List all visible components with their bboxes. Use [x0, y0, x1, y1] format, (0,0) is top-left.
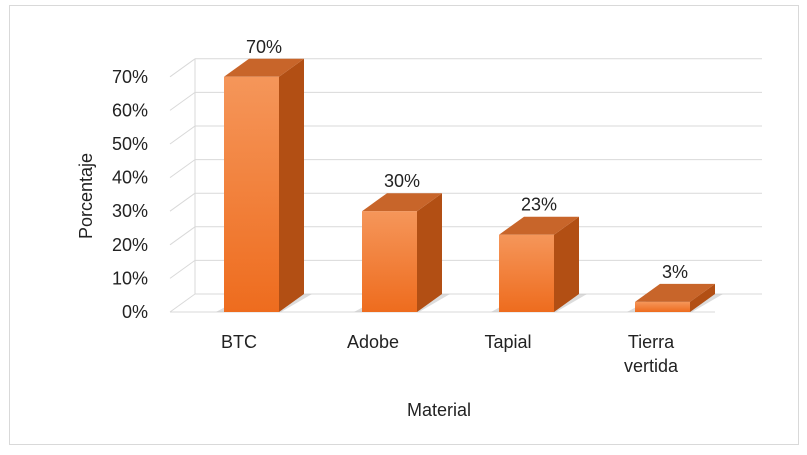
y-tick-label: 60% [112, 100, 148, 120]
bar-top [362, 193, 442, 212]
y-tick-label: 30% [112, 201, 148, 221]
floor-depth-line [169, 293, 196, 313]
gridline-depth [169, 259, 196, 279]
bar-front [224, 76, 279, 312]
x-tick-label: vertida [624, 356, 679, 376]
gridline-depth [169, 58, 196, 78]
bar-side [417, 193, 442, 312]
x-tick-label: BTC [221, 332, 257, 352]
gridline-depth [169, 226, 196, 246]
gridline-depth [169, 125, 196, 145]
bar-front [499, 234, 554, 312]
bar-side [279, 58, 304, 312]
data-label: 30% [384, 171, 420, 191]
y-tick-label: 10% [112, 268, 148, 288]
bar-side [554, 216, 579, 312]
data-label: 3% [662, 262, 688, 282]
y-tick-label: 20% [112, 235, 148, 255]
x-axis-title: Material [407, 400, 471, 420]
bar-top [635, 283, 715, 302]
y-axis-title: Porcentaje [76, 153, 96, 239]
y-tick-label: 70% [112, 67, 148, 87]
bar-front [635, 301, 690, 312]
bar-front [362, 211, 417, 312]
bar-side [690, 283, 715, 312]
labels: 0% 10% 20% 30% 40% 50% 60% 70% 70% BTC 30% Adobe 23%… [112, 37, 688, 376]
y-tick-label: 40% [112, 168, 148, 188]
data-label: 70% [246, 37, 282, 57]
bar-top [499, 216, 579, 235]
bar-top [224, 58, 304, 77]
gridline-depth [169, 91, 196, 111]
x-tick-label: Tapial [484, 332, 531, 352]
gridline-depth [169, 192, 196, 212]
x-tick-label: Adobe [347, 332, 399, 352]
y-tick-label: 0% [122, 302, 148, 322]
y-tick-label: 50% [112, 134, 148, 154]
x-tick-label: Tierra [628, 332, 675, 352]
data-label: 23% [521, 195, 557, 215]
gridline-depth [169, 159, 196, 179]
bars [224, 58, 715, 312]
